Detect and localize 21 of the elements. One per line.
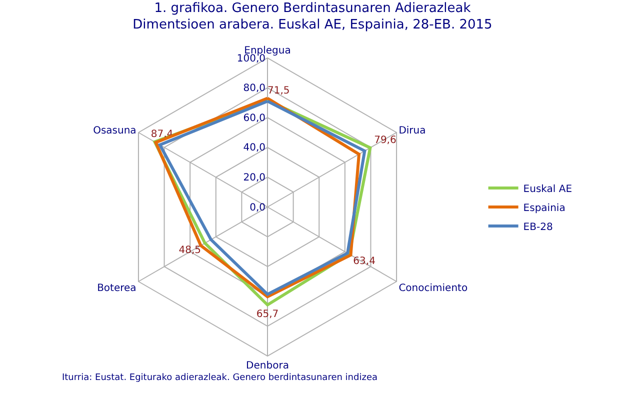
y-tick-label: 0,0 xyxy=(250,202,266,214)
y-tick-label: 60,0 xyxy=(243,112,266,124)
legend-label: Espainia xyxy=(523,202,566,214)
spoke-label: Denbora xyxy=(246,360,289,372)
spoke-label: Dirua xyxy=(398,125,426,136)
data-label: 65,7 xyxy=(256,308,279,320)
spoke-label: Conocimiento xyxy=(398,282,468,294)
spoke-label: Boterea xyxy=(97,282,136,294)
legend-label: EB-28 xyxy=(523,222,553,233)
y-tick-label: 80,0 xyxy=(243,83,266,94)
text: Iturria: Eustat. Egiturako adierazleak. Genero berdintasunaren indizea xyxy=(62,373,378,383)
chart-title: 1. grafikoa. Genero Berdintasunaren Adierazleak Dimentsioen arabera. Euskal AE, Espainia, 28-EB. 2015 xyxy=(132,0,492,33)
y-tick-label: 100,0 xyxy=(236,53,266,64)
spoke-label: Osasuna xyxy=(93,125,136,136)
y-tick-label: 20,0 xyxy=(243,172,266,184)
y-tick-label: 40,0 xyxy=(243,142,266,154)
data-label: 79,6 xyxy=(374,134,396,146)
data-label: 71,5 xyxy=(268,86,290,96)
legend-label: Euskal AE xyxy=(523,184,572,195)
data-label: 63,4 xyxy=(353,256,376,267)
data-label: 48,5 xyxy=(178,244,202,256)
